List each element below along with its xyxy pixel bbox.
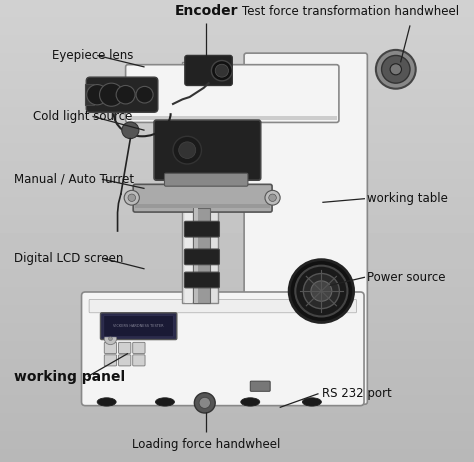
- Circle shape: [289, 260, 354, 322]
- Bar: [194, 208, 198, 303]
- Bar: [135, 204, 270, 208]
- Bar: [185, 62, 192, 303]
- Text: working panel: working panel: [14, 370, 125, 383]
- FancyBboxPatch shape: [184, 221, 219, 237]
- Circle shape: [87, 85, 108, 105]
- Circle shape: [376, 50, 416, 89]
- FancyBboxPatch shape: [118, 342, 131, 353]
- Text: RS 232 port: RS 232 port: [322, 387, 392, 400]
- Text: VICKERS HARDNESS TESTER: VICKERS HARDNESS TESTER: [113, 324, 164, 328]
- FancyBboxPatch shape: [184, 272, 219, 288]
- FancyBboxPatch shape: [154, 120, 261, 180]
- Circle shape: [295, 266, 347, 316]
- FancyBboxPatch shape: [82, 292, 364, 406]
- FancyBboxPatch shape: [133, 342, 145, 353]
- Text: Test force transformation handwheel: Test force transformation handwheel: [242, 6, 459, 18]
- Ellipse shape: [241, 398, 260, 406]
- Circle shape: [100, 83, 123, 106]
- FancyBboxPatch shape: [118, 355, 131, 366]
- Circle shape: [104, 333, 117, 345]
- Circle shape: [179, 142, 196, 158]
- FancyBboxPatch shape: [104, 316, 173, 337]
- Circle shape: [382, 55, 410, 83]
- Circle shape: [122, 122, 139, 139]
- FancyBboxPatch shape: [133, 355, 145, 366]
- Text: Power source: Power source: [367, 271, 446, 284]
- FancyBboxPatch shape: [86, 77, 158, 112]
- Circle shape: [194, 393, 215, 413]
- Circle shape: [199, 397, 210, 408]
- FancyBboxPatch shape: [104, 342, 117, 353]
- Ellipse shape: [302, 398, 321, 406]
- FancyBboxPatch shape: [250, 381, 270, 391]
- Text: Manual / Auto Turret: Manual / Auto Turret: [14, 173, 134, 186]
- Bar: [128, 116, 337, 120]
- Text: Digital LCD screen: Digital LCD screen: [14, 252, 124, 265]
- Ellipse shape: [97, 398, 116, 406]
- Circle shape: [136, 86, 153, 103]
- Circle shape: [173, 136, 201, 164]
- FancyBboxPatch shape: [126, 65, 339, 122]
- Circle shape: [128, 194, 136, 201]
- Bar: [85, 84, 94, 105]
- FancyBboxPatch shape: [100, 313, 177, 340]
- Bar: [193, 208, 210, 303]
- Circle shape: [215, 64, 228, 77]
- Text: Eyepiece lens: Eyepiece lens: [52, 49, 134, 62]
- FancyBboxPatch shape: [104, 355, 117, 366]
- Text: Loading force handwheel: Loading force handwheel: [132, 438, 281, 451]
- Circle shape: [311, 281, 332, 301]
- Text: Cold light source: Cold light source: [33, 110, 133, 123]
- Circle shape: [211, 61, 232, 81]
- FancyBboxPatch shape: [184, 249, 219, 265]
- Text: working table: working table: [367, 192, 448, 205]
- FancyBboxPatch shape: [185, 55, 232, 85]
- Circle shape: [109, 337, 112, 340]
- Circle shape: [269, 194, 276, 201]
- FancyBboxPatch shape: [133, 184, 272, 212]
- Circle shape: [116, 85, 135, 104]
- FancyBboxPatch shape: [89, 299, 356, 313]
- Bar: [182, 62, 218, 303]
- Circle shape: [265, 190, 280, 205]
- Circle shape: [124, 190, 139, 205]
- FancyBboxPatch shape: [164, 173, 248, 186]
- Text: Encoder: Encoder: [174, 5, 238, 18]
- Circle shape: [390, 64, 401, 75]
- FancyBboxPatch shape: [244, 53, 367, 404]
- Circle shape: [303, 274, 339, 309]
- Ellipse shape: [155, 398, 174, 406]
